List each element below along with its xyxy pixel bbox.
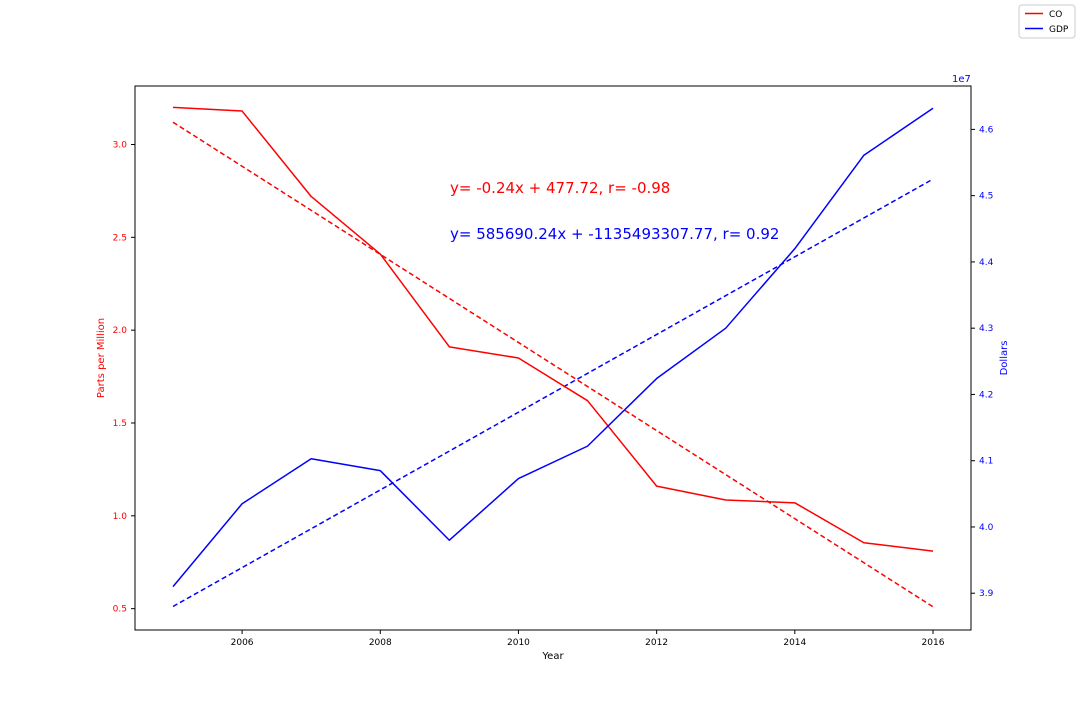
co-trend-equation: y= -0.24x + 477.72, r= -0.98 <box>450 179 670 197</box>
co-series-line <box>172 106 934 552</box>
x-axis-label: Year <box>541 651 564 662</box>
y-axis-right-multiplier: 1e7 <box>952 74 971 85</box>
y-left-tick-label: 1.0 <box>113 512 128 522</box>
y-axis-left-label: Parts per Million <box>96 318 107 398</box>
gdp-series-line <box>172 107 934 588</box>
y-right-tick-label: 4.3 <box>979 324 993 334</box>
y-right-tick-label: 4.4 <box>979 258 994 268</box>
x-tick-label: 2014 <box>783 638 806 648</box>
y-left-tick-label: 3.0 <box>113 140 128 150</box>
trendline-layer <box>172 121 934 608</box>
y-axis-left: 0.5 1.0 1.5 2.0 2.5 3.0 <box>113 140 135 615</box>
x-axis: 2006 2008 2010 2012 2014 2016 <box>231 630 945 648</box>
y-right-tick-label: 4.6 <box>979 125 994 135</box>
x-tick-label: 2010 <box>507 638 530 648</box>
y-left-tick-label: 2.0 <box>113 326 128 336</box>
y-right-tick-label: 4.2 <box>979 390 993 400</box>
legend-gdp-label: GDP <box>1049 25 1069 35</box>
y-right-tick-label: 4.5 <box>979 192 993 202</box>
gdp-trendline <box>172 178 934 608</box>
co-trendline <box>172 121 934 608</box>
x-tick-label: 2008 <box>369 638 392 648</box>
plot-frame <box>134 85 972 631</box>
y-axis-right: 3.9 4.0 4.1 4.2 4.3 4.4 4.5 4.6 <box>971 125 994 599</box>
x-tick-label: 2012 <box>645 638 668 648</box>
legend: CO GDP <box>1018 4 1076 39</box>
y-axis-right-label: Dollars <box>999 341 1010 376</box>
legend-co-label: CO <box>1049 10 1062 20</box>
y-left-tick-label: 2.5 <box>113 233 127 243</box>
y-right-tick-label: 4.1 <box>979 457 993 467</box>
x-tick-label: 2006 <box>231 638 254 648</box>
y-right-tick-label: 3.9 <box>979 589 994 599</box>
gdp-trend-equation: y= 585690.24x + -1135493307.77, r= 0.92 <box>450 225 779 243</box>
y-left-tick-label: 0.5 <box>113 605 127 615</box>
x-tick-label: 2016 <box>922 638 945 648</box>
y-left-tick-label: 1.5 <box>113 419 127 429</box>
y-right-tick-label: 4.0 <box>979 523 994 533</box>
series-layer <box>172 106 934 588</box>
